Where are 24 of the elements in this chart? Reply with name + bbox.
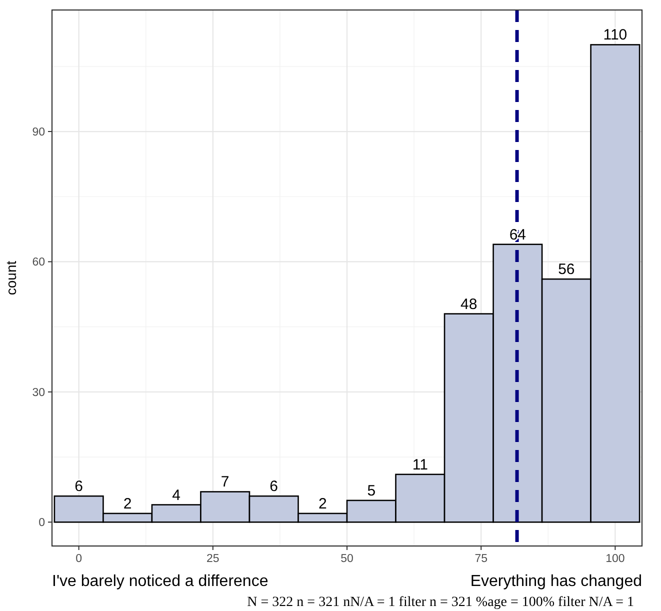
data-label: 6 (74, 478, 83, 496)
x-tick-label: 100 (606, 553, 625, 565)
text: Everything has changed (470, 573, 642, 590)
y-axis-title: count (3, 260, 19, 296)
data-label: 110 (603, 26, 628, 44)
data-label: 48 (460, 296, 478, 313)
data-label: 5 (367, 482, 376, 500)
data-label: 56 (558, 261, 575, 278)
x-tick-label: 50 (340, 553, 354, 565)
data-label: 4 (172, 486, 181, 504)
x-tick-label: 25 (206, 553, 220, 565)
data-label: 2 (318, 495, 327, 512)
text: N = 322 n = 321 nN/A = 1 filter n = 321 %age = 100% filter N/A = 1 (247, 595, 634, 610)
x-tick-label: 75 (474, 553, 488, 565)
text: I've barely noticed a difference (52, 573, 268, 590)
y-tick-label: 60 (32, 256, 45, 269)
data-label: 2 (123, 495, 132, 512)
data-label: 6 (270, 478, 278, 496)
data-label: 11 (412, 456, 428, 474)
y-tick-label: 0 (38, 517, 45, 530)
data-label: 7 (220, 474, 230, 491)
y-tick-label: 30 (32, 386, 45, 399)
x-tick-label: 0 (76, 553, 82, 565)
y-tick-label: 90 (32, 126, 45, 139)
